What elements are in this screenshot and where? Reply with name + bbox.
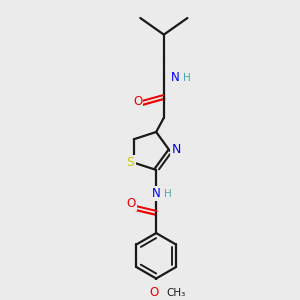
Text: N: N: [152, 187, 161, 200]
Text: H: H: [164, 189, 172, 199]
Text: N: N: [171, 71, 180, 84]
Text: O: O: [127, 197, 136, 211]
Text: N: N: [171, 143, 181, 156]
Text: H: H: [183, 73, 191, 83]
Text: O: O: [133, 94, 142, 108]
Text: S: S: [127, 156, 134, 169]
Text: CH₃: CH₃: [167, 289, 186, 298]
Text: O: O: [149, 286, 159, 299]
